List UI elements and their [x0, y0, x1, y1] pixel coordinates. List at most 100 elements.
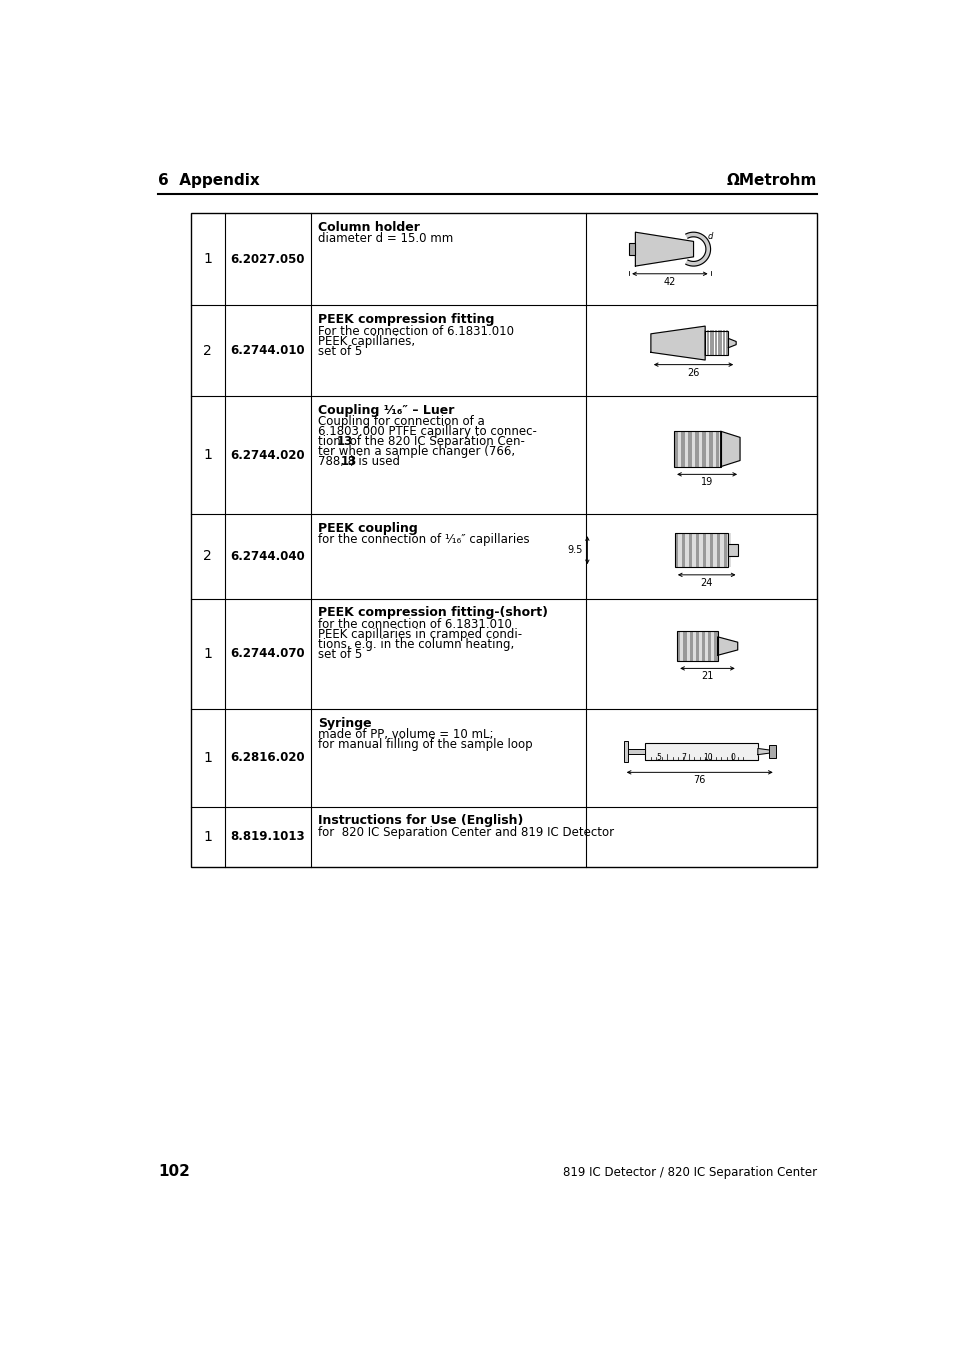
Bar — [623, 740, 627, 762]
Bar — [714, 631, 717, 661]
Bar — [701, 631, 704, 661]
Bar — [727, 544, 738, 557]
Bar — [723, 534, 726, 567]
Text: PEEK capillaries in cramped condi-: PEEK capillaries in cramped condi- — [318, 628, 522, 640]
Bar — [677, 431, 680, 466]
Text: ) is used: ) is used — [350, 455, 399, 469]
Text: Instructions for Use (English): Instructions for Use (English) — [318, 815, 523, 827]
Bar — [679, 631, 682, 661]
Bar — [645, 743, 757, 761]
Bar — [687, 431, 691, 466]
Text: 5: 5 — [656, 753, 660, 762]
Bar — [705, 431, 708, 466]
Bar — [704, 331, 728, 355]
Text: Column holder: Column holder — [318, 220, 420, 234]
Text: 6  Appendix: 6 Appendix — [158, 173, 259, 188]
Text: 42: 42 — [663, 277, 676, 286]
Text: set of 5: set of 5 — [318, 345, 362, 358]
Bar — [695, 431, 698, 466]
Bar — [674, 431, 720, 466]
Text: 6.2744.020: 6.2744.020 — [230, 449, 305, 462]
Text: of the 820 IC Separation Cen-: of the 820 IC Separation Cen- — [346, 435, 525, 449]
Text: Syringe: Syringe — [318, 716, 372, 730]
Text: 1: 1 — [203, 751, 212, 765]
Bar — [769, 746, 775, 758]
Text: 819 IC Detector / 820 IC Separation Center: 819 IC Detector / 820 IC Separation Cent… — [562, 1166, 816, 1179]
Bar — [629, 243, 635, 255]
Bar — [680, 431, 684, 466]
Text: 6.2744.070: 6.2744.070 — [230, 647, 305, 661]
Bar — [689, 631, 692, 661]
Bar — [692, 534, 695, 567]
Text: 21: 21 — [700, 671, 713, 681]
Text: 13: 13 — [340, 455, 356, 469]
Text: For the connection of 6.1831.010: For the connection of 6.1831.010 — [318, 324, 514, 338]
Bar — [705, 534, 709, 567]
Bar — [682, 631, 686, 661]
Text: 6.2744.010: 6.2744.010 — [230, 345, 305, 357]
Bar — [627, 750, 645, 754]
Text: 2: 2 — [203, 343, 212, 358]
Text: d: d — [706, 232, 712, 242]
Bar — [677, 631, 717, 661]
Text: PEEK compression fitting-(short): PEEK compression fitting-(short) — [318, 607, 548, 619]
Polygon shape — [717, 636, 737, 655]
Bar — [726, 534, 730, 567]
Text: 6.1803.000 PTFE capillary to connec-: 6.1803.000 PTFE capillary to connec- — [318, 426, 537, 439]
Bar — [698, 431, 701, 466]
Text: 2: 2 — [203, 550, 212, 563]
Bar — [716, 534, 720, 567]
Text: diameter d = 15.0 mm: diameter d = 15.0 mm — [318, 232, 454, 245]
Bar — [677, 631, 679, 661]
Bar — [691, 431, 695, 466]
Text: tions, e.g. in the column heating,: tions, e.g. in the column heating, — [318, 638, 514, 651]
Polygon shape — [728, 339, 736, 347]
Text: for  820 IC Separation Center and 819 IC Detector: for 820 IC Separation Center and 819 IC … — [318, 825, 614, 839]
Bar — [681, 534, 684, 567]
Text: Coupling ¹⁄₁₆″ – Luer: Coupling ¹⁄₁₆″ – Luer — [318, 404, 455, 417]
Bar — [708, 431, 712, 466]
Text: 102: 102 — [158, 1165, 190, 1179]
Bar — [678, 534, 681, 567]
Bar — [702, 534, 705, 567]
Text: 10: 10 — [702, 753, 712, 762]
Text: 13: 13 — [336, 435, 353, 449]
Text: 7: 7 — [680, 753, 685, 762]
Text: 19: 19 — [700, 477, 713, 488]
Text: 8.819.1013: 8.819.1013 — [230, 830, 305, 843]
Bar — [716, 431, 719, 466]
Bar — [674, 431, 677, 466]
Polygon shape — [720, 431, 740, 466]
Text: 6.2816.020: 6.2816.020 — [230, 751, 305, 765]
Bar — [701, 431, 705, 466]
Bar — [684, 534, 688, 567]
Text: 6.2027.050: 6.2027.050 — [231, 253, 305, 266]
Text: 1: 1 — [203, 830, 212, 843]
Text: ΩMetrohm: ΩMetrohm — [725, 173, 816, 188]
Polygon shape — [685, 232, 710, 266]
Bar — [699, 631, 701, 661]
Bar — [704, 631, 707, 661]
Bar — [674, 534, 678, 567]
Polygon shape — [650, 326, 704, 359]
Text: 24: 24 — [700, 578, 712, 588]
Text: 1: 1 — [203, 449, 212, 462]
Text: PEEK capillaries,: PEEK capillaries, — [318, 335, 416, 347]
Polygon shape — [635, 232, 693, 266]
Text: 9.5: 9.5 — [567, 546, 582, 555]
Text: 26: 26 — [686, 367, 699, 378]
Text: PEEK compression fitting: PEEK compression fitting — [318, 313, 495, 326]
Bar — [707, 631, 711, 661]
Text: 1: 1 — [203, 647, 212, 661]
Bar — [674, 534, 727, 567]
Bar — [695, 631, 699, 661]
Bar — [711, 631, 714, 661]
Text: 0: 0 — [730, 753, 735, 762]
Bar — [720, 534, 723, 567]
Text: for the connection of 6.1831.010: for the connection of 6.1831.010 — [318, 617, 512, 631]
Text: made of PP, volume = 10 mL;: made of PP, volume = 10 mL; — [318, 728, 494, 742]
Bar — [712, 431, 716, 466]
Bar — [695, 534, 699, 567]
Bar — [699, 534, 702, 567]
Text: tion: tion — [318, 435, 345, 449]
